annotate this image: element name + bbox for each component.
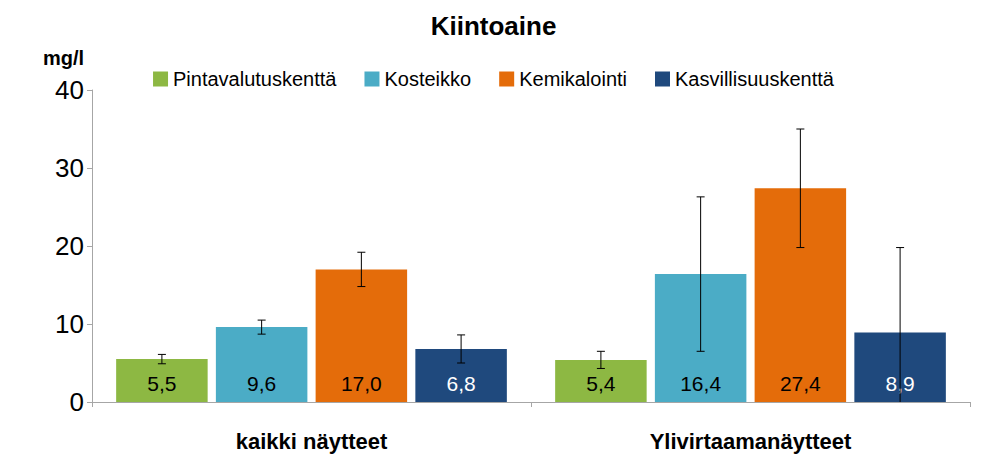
svg-text:kaikki näytteet: kaikki näytteet xyxy=(236,429,388,454)
svg-text:8,9: 8,9 xyxy=(885,372,915,395)
svg-text:6,8: 6,8 xyxy=(447,372,476,395)
svg-text:Pintavalutuskenttä: Pintavalutuskenttä xyxy=(173,68,337,90)
svg-text:0: 0 xyxy=(70,387,84,417)
svg-text:9,6: 9,6 xyxy=(247,372,276,395)
svg-text:16,4: 16,4 xyxy=(680,372,721,395)
svg-text:5,4: 5,4 xyxy=(586,372,616,395)
svg-text:10: 10 xyxy=(55,309,84,339)
svg-text:Kosteikko: Kosteikko xyxy=(384,68,471,90)
svg-text:Kiintoaine: Kiintoaine xyxy=(431,11,557,41)
svg-text:30: 30 xyxy=(55,153,84,183)
svg-text:mg/l: mg/l xyxy=(43,47,84,69)
svg-text:20: 20 xyxy=(55,231,84,261)
svg-text:Kemikalointi: Kemikalointi xyxy=(519,68,627,90)
svg-text:Kasvillisuuskenttä: Kasvillisuuskenttä xyxy=(675,68,835,90)
svg-text:Ylivirtaamanäytteet: Ylivirtaamanäytteet xyxy=(650,429,852,454)
svg-text:5,5: 5,5 xyxy=(147,372,176,395)
svg-text:40: 40 xyxy=(55,75,84,105)
svg-text:17,0: 17,0 xyxy=(341,372,382,395)
svg-text:27,4: 27,4 xyxy=(780,372,821,395)
